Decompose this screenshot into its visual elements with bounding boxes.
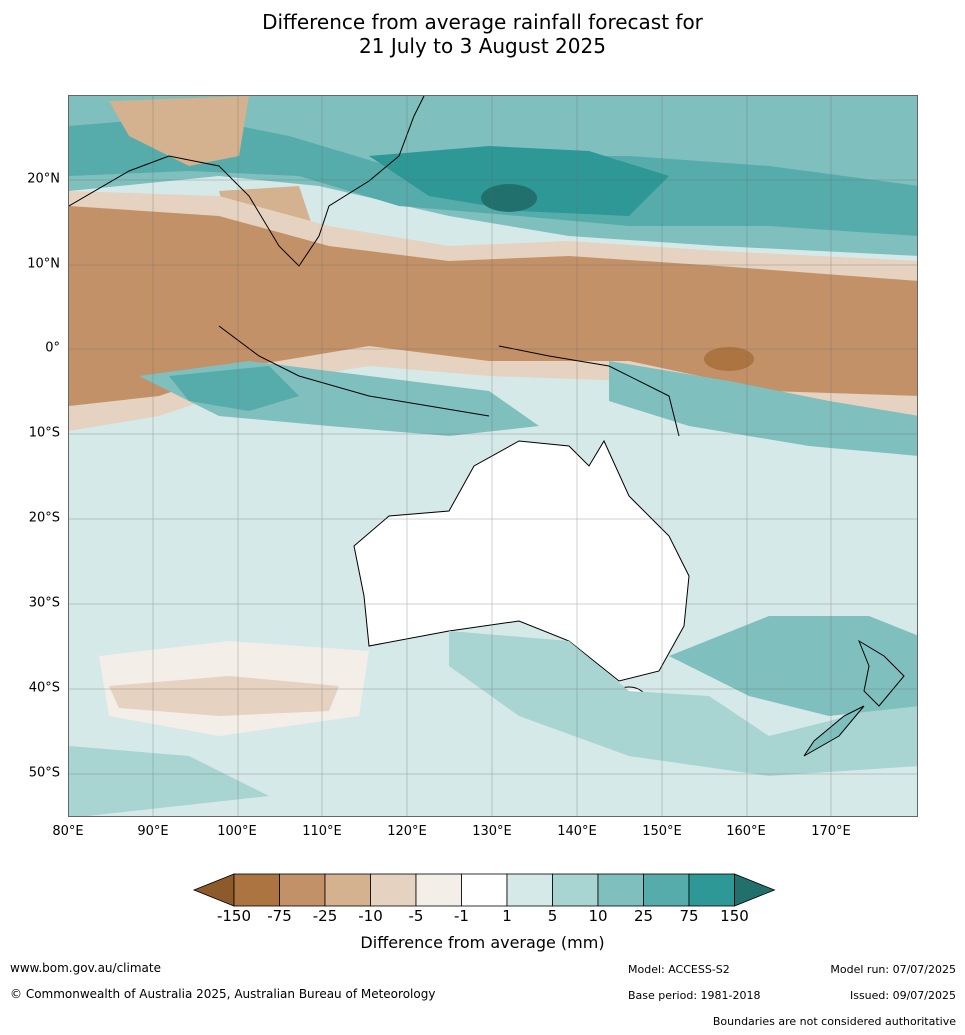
legend-swatch [506,873,553,907]
y-tick-40s: 40°S [28,680,60,696]
x-tick-140e: 140°E [557,824,597,839]
legend-tick-label: 150 [720,907,749,925]
x-tick-150e: 150°E [642,824,682,839]
legend-tick-label: 75 [679,907,698,925]
copyright-text: © Commonwealth of Australia 2025, Austra… [10,987,436,1001]
y-tick-30s: 30°S [28,595,60,611]
issued-date: Issued: 09/07/2025 [849,989,956,1002]
legend-tick-label: -150 [217,907,251,925]
legend-colorbar: -150 -75 -25 -10 -5 -1 1 5 10 25 75 150 [192,873,776,925]
y-tick-0: 0° [45,340,60,356]
new-zealand-south-island [803,705,865,757]
x-tick-110e: 110°E [302,824,342,839]
anomaly-region-south-wet [449,631,917,776]
anomaly-core-dry [704,347,754,371]
model-run-date: Model run: 07/07/2025 [830,963,956,976]
legend-arrow-high [734,873,776,907]
legend-swatch [688,873,735,907]
anomaly-region-north-wettest [369,146,669,216]
y-tick-10s: 10°S [28,425,60,441]
x-tick-90e: 90°E [137,824,169,839]
graticule [69,96,917,816]
legend-swatches [192,873,776,907]
website-link[interactable]: www.bom.gov.au/climate [10,961,161,975]
x-tick-130e: 130°E [472,824,512,839]
indonesia-coastline [218,325,490,417]
anomaly-region-tasman-wet [669,616,917,716]
legend-swatch [415,873,462,907]
rainfall-map [68,95,918,817]
australia-landmass [353,439,690,682]
x-tick-170e: 170°E [811,824,851,839]
x-tick-120e: 120°E [387,824,427,839]
x-tick-160e: 160°E [726,824,766,839]
legend-tick-label: -1 [454,907,469,925]
legend-swatch [643,873,690,907]
y-tick-20s: 20°S [28,510,60,526]
legend-swatch [279,873,326,907]
legend-tick-label: 5 [548,907,558,925]
x-tick-100e: 100°E [217,824,257,839]
legend-title: Difference from average (mm) [360,933,605,952]
legend-swatch [324,873,371,907]
anomaly-region-south-west-wet [69,746,269,816]
legend-swatch [370,873,417,907]
legend-swatch [233,873,280,907]
map-title: Difference from average rainfall forecas… [0,10,965,58]
legend-tick-label: -5 [409,907,424,925]
model-name: Model: ACCESS-S2 [628,963,730,976]
legend-tick-label: 25 [634,907,653,925]
anomaly-core-wet [481,184,537,212]
legend-swatch [461,873,508,907]
anomaly-region-pacific-wet [609,361,917,456]
new-zealand-north-island [857,639,905,707]
legend-tick-label: -75 [267,907,292,925]
title-line-2: 21 July to 3 August 2025 [359,34,606,58]
legend-tick-label: -25 [313,907,338,925]
legend-swatch [597,873,644,907]
anomaly-region-southwest-dry [109,676,339,716]
map-canvas [69,96,917,816]
y-tick-20n: 20°N [27,171,60,187]
x-tick-80e: 80°E [52,824,84,839]
legend-tick-label: 10 [588,907,607,925]
y-tick-50s: 50°S [28,765,60,781]
y-tick-10n: 10°N [27,256,60,272]
title-line-1: Difference from average rainfall forecas… [262,10,703,34]
base-period: Base period: 1981-2018 [628,989,761,1002]
boundary-disclaimer: Boundaries are not considered authoritat… [712,1015,956,1028]
legend-arrow-low [192,873,235,907]
legend-tick-label: 1 [502,907,512,925]
legend-tick-label: -10 [358,907,383,925]
legend-tick-labels: -150 -75 -25 -10 -5 -1 1 5 10 25 75 150 [217,907,749,925]
legend-swatch [552,873,599,907]
asia-coastline [69,96,425,267]
anomaly-region-indonesia-wetter [169,366,299,411]
anomaly-region-indochina-dry [109,96,249,166]
new-guinea-coastline [498,345,680,437]
